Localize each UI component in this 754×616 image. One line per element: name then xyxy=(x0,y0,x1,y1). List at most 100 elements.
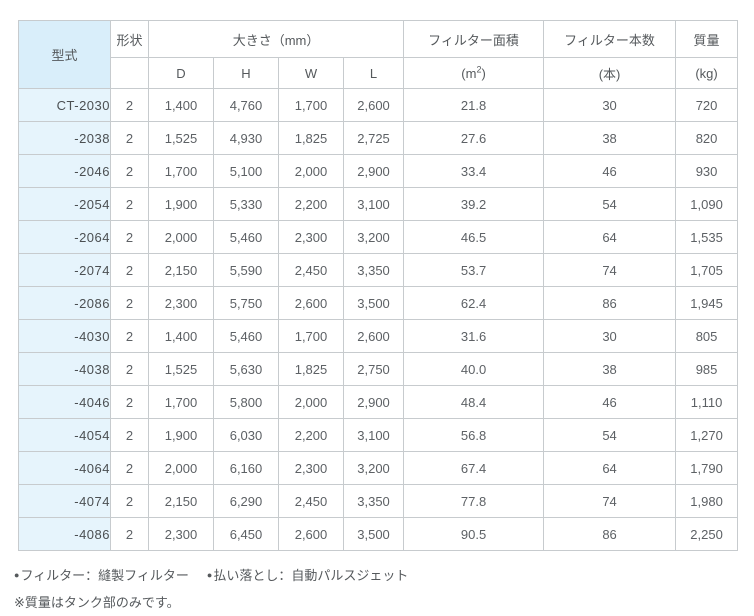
column-header-mass-unit: (kg) xyxy=(675,57,739,89)
spec-table-header: 型式 形状 大きさ（mm） フィルター面積 フィルター本数 質量 D H W L… xyxy=(18,20,739,89)
size-w-cell: 2,450 xyxy=(278,253,344,287)
filter-area-cell: 90.5 xyxy=(403,517,545,551)
mass-cell: 1,535 xyxy=(675,220,739,254)
column-header-l: L xyxy=(342,57,405,89)
size-h-cell: 5,630 xyxy=(213,352,279,386)
filter-count-cell: 30 xyxy=(543,319,677,353)
size-h-cell: 6,160 xyxy=(213,451,279,485)
size-l-cell: 3,100 xyxy=(342,187,405,221)
shape-cell: 2 xyxy=(110,385,149,419)
size-l-cell: 3,500 xyxy=(342,517,405,551)
size-l-cell: 2,900 xyxy=(342,385,405,419)
size-w-cell: 1,825 xyxy=(278,352,344,386)
column-header-filter-count: フィルター本数 xyxy=(543,20,677,58)
filter-area-cell: 53.7 xyxy=(403,253,545,287)
size-l-cell: 2,600 xyxy=(342,88,405,122)
column-header-filter-area-unit: (m2) xyxy=(403,57,545,89)
model-cell: -4086 xyxy=(18,517,111,551)
size-l-cell: 3,500 xyxy=(342,286,405,320)
size-w-cell: 1,825 xyxy=(278,121,344,155)
model-cell: -4064 xyxy=(18,451,111,485)
size-h-cell: 5,100 xyxy=(213,154,279,188)
filter-count-cell: 30 xyxy=(543,88,677,122)
shape-cell: 2 xyxy=(110,517,149,551)
table-row: -4038 2 1,525 5,630 1,825 2,750 40.0 38 … xyxy=(18,352,739,386)
size-d-cell: 1,400 xyxy=(148,88,214,122)
mass-cell: 1,790 xyxy=(675,451,739,485)
size-w-cell: 2,300 xyxy=(278,451,344,485)
size-d-cell: 2,300 xyxy=(148,286,214,320)
shape-cell: 2 xyxy=(110,319,149,353)
mass-cell: 1,980 xyxy=(675,484,739,518)
footnote-cleaning: ●払い落とし：自動パルスジェット xyxy=(207,568,408,583)
footnote-filter: ●フィルター：縫製フィルター xyxy=(14,568,189,583)
column-header-shape-empty xyxy=(110,57,149,89)
model-cell: -2054 xyxy=(18,187,111,221)
size-d-cell: 1,900 xyxy=(148,187,214,221)
size-l-cell: 3,350 xyxy=(342,484,405,518)
model-cell: -2086 xyxy=(18,286,111,320)
footnote-filter-text: フィルター：縫製フィルター xyxy=(20,568,189,583)
size-d-cell: 2,000 xyxy=(148,220,214,254)
size-h-cell: 5,460 xyxy=(213,319,279,353)
footnotes: ●フィルター：縫製フィルター ●払い落とし：自動パルスジェット ※質量はタンク部の… xyxy=(14,562,737,616)
shape-cell: 2 xyxy=(110,121,149,155)
mass-cell: 930 xyxy=(675,154,739,188)
column-header-filter-count-unit: (本) xyxy=(543,57,677,89)
filter-count-cell: 86 xyxy=(543,286,677,320)
size-w-cell: 2,600 xyxy=(278,286,344,320)
size-h-cell: 5,800 xyxy=(213,385,279,419)
size-h-cell: 4,930 xyxy=(213,121,279,155)
mass-cell: 1,090 xyxy=(675,187,739,221)
shape-cell: 2 xyxy=(110,352,149,386)
size-d-cell: 2,150 xyxy=(148,484,214,518)
footnote-specs: ●フィルター：縫製フィルター ●払い落とし：自動パルスジェット xyxy=(14,562,737,589)
mass-cell: 805 xyxy=(675,319,739,353)
filter-area-cell: 67.4 xyxy=(403,451,545,485)
filter-count-cell: 64 xyxy=(543,220,677,254)
size-l-cell: 2,900 xyxy=(342,154,405,188)
squared-superscript: 2 xyxy=(476,64,482,75)
column-header-model: 型式 xyxy=(18,20,111,89)
bullet-icon: ● xyxy=(206,570,213,580)
size-h-cell: 5,330 xyxy=(213,187,279,221)
mass-cell: 985 xyxy=(675,352,739,386)
size-d-cell: 1,700 xyxy=(148,154,214,188)
spec-table: 型式 形状 大きさ（mm） フィルター面積 フィルター本数 質量 D H W L… xyxy=(18,20,739,551)
size-w-cell: 2,200 xyxy=(278,187,344,221)
table-row: -2054 2 1,900 5,330 2,200 3,100 39.2 54 … xyxy=(18,187,739,221)
size-d-cell: 1,525 xyxy=(148,352,214,386)
table-row: -2038 2 1,525 4,930 1,825 2,725 27.6 38 … xyxy=(18,121,739,155)
shape-cell: 2 xyxy=(110,187,149,221)
size-w-cell: 2,200 xyxy=(278,418,344,452)
mass-cell: 1,945 xyxy=(675,286,739,320)
column-header-size-group: 大きさ（mm） xyxy=(147,20,405,58)
size-h-cell: 6,030 xyxy=(213,418,279,452)
size-d-cell: 1,400 xyxy=(148,319,214,353)
mass-cell: 720 xyxy=(675,88,739,122)
mass-cell: 1,110 xyxy=(675,385,739,419)
size-w-cell: 2,450 xyxy=(278,484,344,518)
filter-area-cell: 21.8 xyxy=(403,88,545,122)
table-row: -2046 2 1,700 5,100 2,000 2,900 33.4 46 … xyxy=(18,154,739,188)
size-l-cell: 3,100 xyxy=(342,418,405,452)
model-cell: -2038 xyxy=(18,121,111,155)
filter-count-cell: 38 xyxy=(543,352,677,386)
size-l-cell: 3,200 xyxy=(342,451,405,485)
size-d-cell: 1,900 xyxy=(148,418,214,452)
column-header-filter-area: フィルター面積 xyxy=(403,20,545,58)
table-row: -2074 2 2,150 5,590 2,450 3,350 53.7 74 … xyxy=(18,253,739,287)
footnote-caution: ※質量はタンク部のみです。 xyxy=(14,595,180,610)
filter-area-cell: 31.6 xyxy=(403,319,545,353)
table-row: -2086 2 2,300 5,750 2,600 3,500 62.4 86 … xyxy=(18,286,739,320)
mass-cell: 1,270 xyxy=(675,418,739,452)
filter-area-cell: 27.6 xyxy=(403,121,545,155)
size-h-cell: 6,290 xyxy=(213,484,279,518)
size-w-cell: 1,700 xyxy=(278,319,344,353)
table-row: -4046 2 1,700 5,800 2,000 2,900 48.4 46 … xyxy=(18,385,739,419)
filter-area-cell: 33.4 xyxy=(403,154,545,188)
model-cell: -4030 xyxy=(18,319,111,353)
mass-cell: 2,250 xyxy=(675,517,739,551)
filter-area-cell: 56.8 xyxy=(403,418,545,452)
